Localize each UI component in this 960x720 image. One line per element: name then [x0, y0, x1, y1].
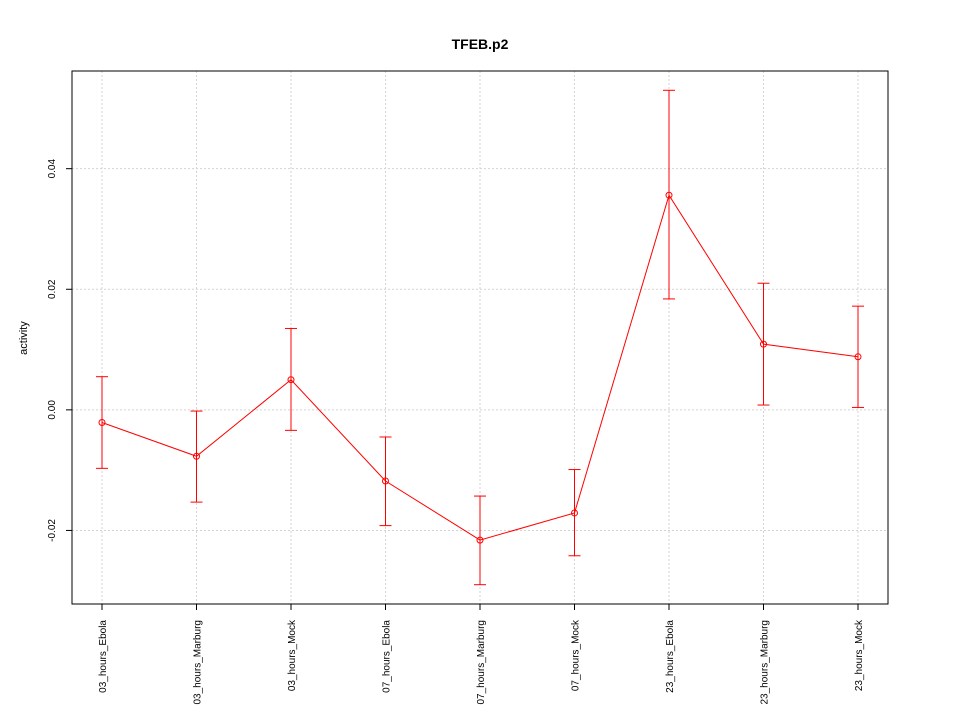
axes: -0.02 0.00 0.02 0.04 03_hours_Ebola 03_hours_… — [47, 159, 865, 705]
data-point — [854, 353, 862, 361]
x-tick-label: 07_hours_Ebola — [382, 620, 393, 693]
data-series — [96, 89, 864, 586]
y-tick-label: 0.04 — [47, 159, 58, 179]
y-axis-label: activity — [18, 321, 30, 355]
data-point — [382, 477, 389, 485]
plot-frame — [71, 70, 889, 605]
x-tick-label: 03_hours_Mock — [287, 619, 298, 691]
x-tick-label: 03_hours_Ebola — [98, 620, 109, 693]
data-point — [98, 419, 106, 427]
x-tick-label: 07_hours_Mock — [571, 619, 582, 691]
data-point — [571, 509, 578, 517]
y-tick-label: 0.02 — [47, 279, 58, 299]
chart-title: TFEB.p2 — [452, 36, 509, 52]
x-tick-label: 23_hours_Mock — [854, 619, 865, 691]
data-point — [287, 376, 295, 384]
x-tick-label: 23_hours_Ebola — [665, 620, 676, 693]
data-point — [760, 340, 767, 348]
x-tick-label: 23_hours_Marburg — [760, 620, 771, 705]
y-tick-label: 0.00 — [47, 400, 58, 420]
y-tick-label: -0.02 — [47, 519, 58, 542]
data-point — [193, 452, 200, 460]
x-tick-label: 07_hours_Marburg — [476, 620, 487, 705]
data-point — [665, 191, 673, 199]
data-point — [476, 536, 484, 544]
x-tick-label: 03_hours_Marburg — [193, 620, 204, 705]
